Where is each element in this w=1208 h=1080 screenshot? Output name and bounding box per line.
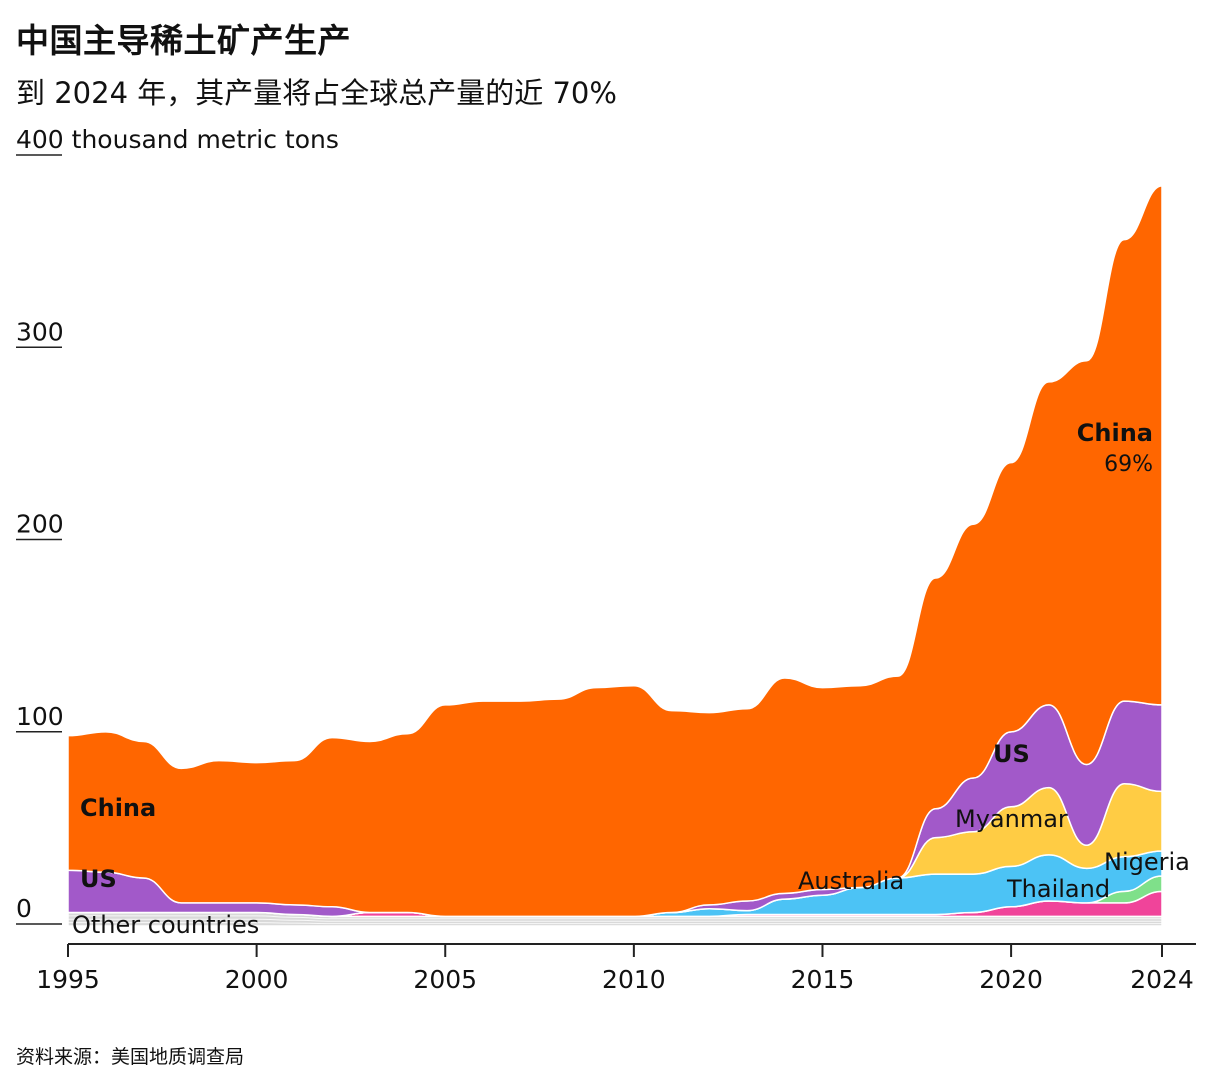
y-tick-label: 100 [16, 702, 64, 731]
chart-subtitle: 到 2024 年，其产量将占全球总产量的近 70% [16, 76, 617, 110]
label-thailand: Thailand [1006, 875, 1110, 903]
series-labels: China US Other countries US Myanmar Australia… [72, 419, 1190, 939]
x-tick-label: 2010 [602, 965, 666, 994]
x-tick-label: 2020 [979, 965, 1043, 994]
other-country-strand [68, 922, 1162, 925]
y-tick-label: 400 thousand metric tons [16, 125, 339, 154]
x-axis: 1995 2000 2005 2010 2015 2020 2024 [36, 943, 1196, 994]
label-china: China [1077, 419, 1153, 447]
x-tick-label: 2005 [413, 965, 477, 994]
label-other: Other countries [72, 911, 259, 939]
other-country-strand [67, 915, 1162, 920]
x-tick-label: 2015 [791, 965, 855, 994]
source-note: 资料来源：美国地质调查局 [16, 1046, 245, 1068]
y-tick-label: 300 [16, 317, 64, 346]
label-australia: Australia [798, 867, 904, 895]
label-china: China [80, 794, 156, 822]
stream-china [67, 185, 1163, 918]
x-tick-label: 2024 [1130, 965, 1194, 994]
x-tick-label: 2000 [225, 965, 289, 994]
label-myanmar: Myanmar [955, 805, 1068, 833]
stream-chart: 0 100 200 300 400 thousand metric tons 1995 2… [16, 125, 1196, 994]
x-tick-label: 1995 [36, 965, 100, 994]
y-axis: 0 100 200 300 400 thousand metric tons [16, 125, 339, 925]
chart-title: 中国主导稀土矿产生产 [16, 21, 351, 60]
china-share-label: 69% [1104, 452, 1153, 477]
stream-layers [67, 185, 1163, 927]
label-nigeria: Nigeria [1104, 848, 1190, 876]
label-us: US [80, 865, 117, 893]
y-tick-label: 0 [16, 894, 32, 923]
label-us: US [993, 740, 1030, 768]
y-tick-label: 200 [16, 510, 64, 539]
other-country-strand [67, 918, 1162, 922]
